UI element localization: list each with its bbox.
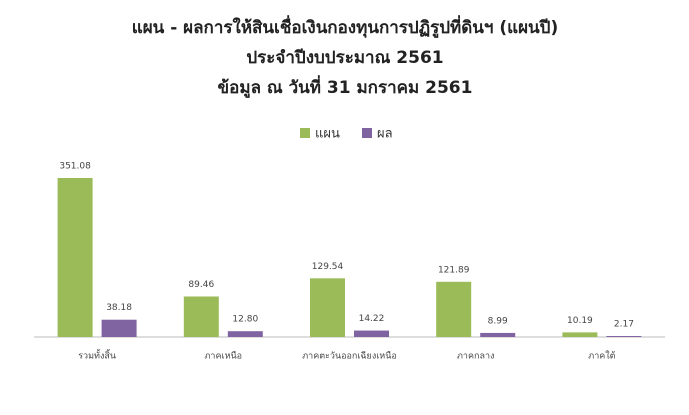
value-label: 12.80 [232,315,258,325]
value-label: 351.08 [59,162,91,172]
x-tick-label: ภาคกลาง [457,352,494,362]
value-label: 2.17 [614,320,634,330]
bar [101,319,137,337]
chart-subtitle: ประจำปีงบประมาณ 2561 [246,47,443,68]
x-tick-label: ภาคใต้ [588,351,615,362]
bar [480,332,516,337]
legend-label: แผน [315,127,340,142]
x-tick-label: ภาคตะวันออกเฉียงเหนือ [302,351,397,362]
value-label: 10.19 [567,316,593,326]
legend-swatch [300,128,310,138]
bar [183,296,219,337]
value-label: 89.46 [188,280,214,290]
bar [310,278,345,337]
bar [354,330,389,337]
bar [562,332,598,337]
value-label: 8.99 [488,316,508,326]
bar [227,331,263,337]
bar [606,336,642,337]
x-tick-label: ภาคเหนือ [205,351,243,362]
value-label: 38.18 [106,303,132,313]
chart-annotation: ข้อมูล ณ วันที่ 31 มกราคม 2561 [218,75,473,99]
value-label: 121.89 [438,265,470,275]
value-label: 14.22 [359,314,385,324]
bar [57,178,93,337]
legend-swatch [362,128,372,138]
chart-title: แผน - ผลการให้สินเชื่อเงินกองทุนการปฏิรู… [132,15,559,39]
bar [436,281,472,337]
value-label: 129.54 [312,262,344,272]
x-tick-label: รวมทั้งสิ้น [78,349,116,362]
legend-label: ผล [377,127,393,142]
